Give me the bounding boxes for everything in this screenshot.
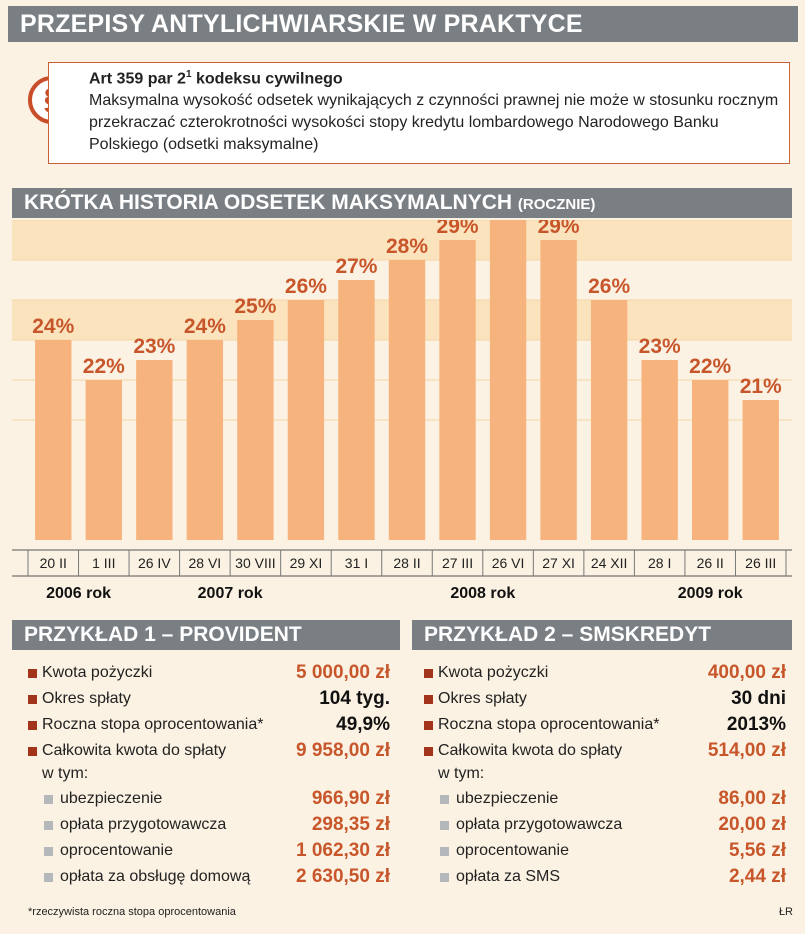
bullet-icon bbox=[44, 847, 53, 856]
chart-bar bbox=[641, 360, 678, 540]
bullet-icon bbox=[28, 747, 37, 756]
x-tick-label: 28 II bbox=[393, 555, 420, 571]
footnote: *rzeczywista roczna stopa oprocentowania bbox=[28, 906, 236, 918]
x-tick-label: 26 III bbox=[745, 555, 776, 571]
list-item: opłata za obsługę domową 2 630,50 zł bbox=[28, 864, 390, 890]
x-tick-label: 28 VI bbox=[189, 555, 222, 571]
bar-value-label: 22% bbox=[689, 355, 731, 378]
list-item: Kwota pożyczki 5 000,00 zł bbox=[28, 660, 390, 686]
w-tym-label: w tym: bbox=[438, 765, 485, 782]
bullet-icon bbox=[44, 821, 53, 830]
bar-value-label: 21% bbox=[740, 375, 782, 398]
chart-bar bbox=[186, 340, 224, 540]
bullet-icon bbox=[28, 695, 37, 704]
chart-bar bbox=[489, 220, 527, 540]
law-text: Maksymalna wysokość odsetek wynikających… bbox=[89, 92, 779, 153]
bar-value-label: 24% bbox=[184, 315, 226, 338]
bar-chart: 24% 20 II 22% 1 III 23% 26 IV 24% 28 VI 25% 30 VI… bbox=[12, 220, 792, 602]
list-item: opłata przygotowawcza 20,00 zł bbox=[424, 812, 786, 838]
list-item: ubezpieczenie 86,00 zł bbox=[424, 786, 786, 812]
chart-bar bbox=[287, 300, 325, 540]
chart-bar bbox=[237, 320, 274, 540]
list-item: opłata przygotowawcza 298,35 zł bbox=[28, 812, 390, 838]
list-item: Roczna stopa oprocentowania* 2013% bbox=[424, 712, 786, 738]
law-title: Art 359 par 21 kodeksu cywilnego bbox=[89, 69, 343, 88]
list-item: Okres spłaty 30 dni bbox=[424, 686, 786, 712]
chart-bar bbox=[742, 400, 779, 540]
x-tick-label: 28 I bbox=[648, 555, 671, 571]
example1-list: Kwota pożyczki 5 000,00 zł Okres spłaty 10… bbox=[28, 660, 390, 890]
x-tick-label: 29 XI bbox=[290, 555, 323, 571]
chart-bar bbox=[439, 240, 476, 540]
bar-value-label: 27% bbox=[335, 255, 377, 278]
chart-bar bbox=[85, 380, 122, 540]
x-tick-label: 24 XII bbox=[591, 555, 628, 571]
author-initials: ŁR bbox=[778, 906, 793, 918]
bar-value-label: 29% bbox=[538, 220, 580, 238]
list-item: oprocentowanie 1 062,30 zł bbox=[28, 838, 390, 864]
bullet-icon bbox=[44, 795, 53, 804]
main-title: PRZEPISY ANTYLICHWIARSKIE W PRAKTYCE bbox=[8, 6, 798, 42]
bullet-icon bbox=[440, 873, 449, 882]
bar-value-label: 25% bbox=[234, 295, 276, 318]
w-tym-label: w tym: bbox=[42, 765, 89, 782]
x-tick-label: 31 I bbox=[345, 555, 368, 571]
year-group-label: 2008 rok bbox=[450, 585, 515, 602]
year-group-label: 2007 rok bbox=[198, 585, 263, 602]
year-group-label: 2006 rok bbox=[46, 585, 111, 602]
x-tick-label: 20 II bbox=[40, 555, 67, 571]
list-item: Roczna stopa oprocentowania* 49,9% bbox=[28, 712, 390, 738]
x-tick-label: 30 VIII bbox=[235, 555, 275, 571]
x-tick-label: 1 III bbox=[92, 555, 115, 571]
bullet-icon bbox=[424, 695, 433, 704]
bar-value-label: 24% bbox=[32, 315, 74, 338]
example2-list: Kwota pożyczki 400,00 zł Okres spłaty 30 d… bbox=[424, 660, 786, 890]
list-item: Kwota pożyczki 400,00 zł bbox=[424, 660, 786, 686]
bullet-icon bbox=[44, 873, 53, 882]
x-tick-label: 26 II bbox=[697, 555, 724, 571]
bullet-icon bbox=[424, 721, 433, 730]
chart-bar bbox=[590, 300, 628, 540]
x-tick-label: 26 VI bbox=[492, 555, 525, 571]
bar-value-label: 26% bbox=[588, 275, 630, 298]
bullet-icon bbox=[28, 669, 37, 678]
chart-band bbox=[12, 220, 792, 260]
list-item: Całkowita kwota do spłaty 9 958,00 zł bbox=[28, 738, 390, 764]
list-item: ubezpieczenie 966,90 zł bbox=[28, 786, 390, 812]
bar-value-label: 23% bbox=[639, 335, 681, 358]
history-header: KRÓTKA HISTORIA ODSETEK MAKSYMALNYCH (RO… bbox=[12, 188, 792, 218]
example1-header: PRZYKŁAD 1 – PROVIDENT bbox=[12, 620, 400, 650]
year-group-label: 2009 rok bbox=[678, 585, 743, 602]
bullet-icon bbox=[424, 669, 433, 678]
x-tick-label: 27 III bbox=[442, 555, 473, 571]
list-item: Całkowita kwota do spłaty 514,00 zł bbox=[424, 738, 786, 764]
law-box: Art 359 par 21 kodeksu cywilnego Maksyma… bbox=[48, 62, 790, 164]
bullet-icon bbox=[440, 821, 449, 830]
chart-bar bbox=[388, 260, 426, 540]
bar-value-label: 22% bbox=[83, 355, 125, 378]
bullet-icon bbox=[28, 721, 37, 730]
chart-bar bbox=[692, 380, 729, 540]
chart-bar bbox=[338, 280, 375, 540]
x-tick-label: 26 IV bbox=[138, 555, 171, 571]
list-item: opłata za SMS 2,44 zł bbox=[424, 864, 786, 890]
bar-value-label: 29% bbox=[437, 220, 479, 238]
chart-bar bbox=[136, 360, 173, 540]
bar-value-label: 28% bbox=[386, 235, 428, 258]
bullet-icon bbox=[440, 847, 449, 856]
x-tick-label: 27 XI bbox=[542, 555, 575, 571]
chart-bar bbox=[540, 240, 577, 540]
chart-bar bbox=[35, 340, 72, 540]
bar-value-label: 26% bbox=[285, 275, 327, 298]
bullet-icon bbox=[440, 795, 449, 804]
bar-value-label: 23% bbox=[133, 335, 175, 358]
list-item: Okres spłaty 104 tyg. bbox=[28, 686, 390, 712]
example2-header: PRZYKŁAD 2 – SMSKREDYT bbox=[412, 620, 792, 650]
bullet-icon bbox=[424, 747, 433, 756]
list-item: oprocentowanie 5,56 zł bbox=[424, 838, 786, 864]
